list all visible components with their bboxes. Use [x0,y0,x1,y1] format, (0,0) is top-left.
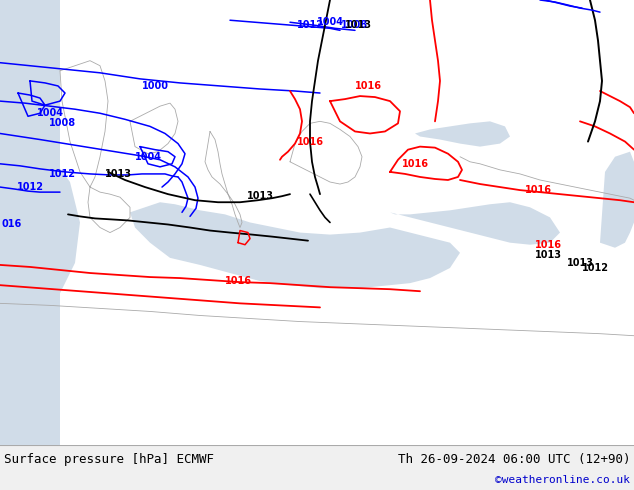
Text: 1013: 1013 [567,258,593,268]
Polygon shape [390,202,560,245]
Text: 016: 016 [2,220,22,229]
Text: 1016: 1016 [297,137,323,147]
FancyBboxPatch shape [0,0,60,445]
Polygon shape [0,0,80,303]
Text: 1012: 1012 [297,20,323,30]
Text: 1013: 1013 [534,250,562,260]
Text: 1013: 1013 [105,169,131,179]
Text: 1004: 1004 [316,17,344,27]
Text: Surface pressure [hPa] ECMWF: Surface pressure [hPa] ECMWF [4,453,214,466]
Text: 1012: 1012 [48,169,75,179]
Polygon shape [130,202,460,288]
Text: 1012: 1012 [581,263,609,273]
Text: ©weatheronline.co.uk: ©weatheronline.co.uk [495,475,630,485]
Polygon shape [415,122,510,147]
Text: 1013: 1013 [247,191,273,201]
Text: 1004: 1004 [134,152,162,162]
Text: 1012: 1012 [16,182,44,192]
Text: 1016: 1016 [534,240,562,250]
Text: 1008: 1008 [342,20,368,30]
Text: 1016: 1016 [224,276,252,286]
Text: 1008: 1008 [48,119,75,128]
Polygon shape [600,152,634,248]
Text: 1004: 1004 [37,108,63,118]
Text: 1013: 1013 [344,20,372,30]
Text: Th 26-09-2024 06:00 UTC (12+90): Th 26-09-2024 06:00 UTC (12+90) [398,453,630,466]
Text: 1016: 1016 [524,185,552,195]
Text: 1000: 1000 [141,81,169,91]
FancyBboxPatch shape [0,445,634,490]
Text: 1016: 1016 [354,81,382,91]
Text: 1016: 1016 [401,159,429,169]
